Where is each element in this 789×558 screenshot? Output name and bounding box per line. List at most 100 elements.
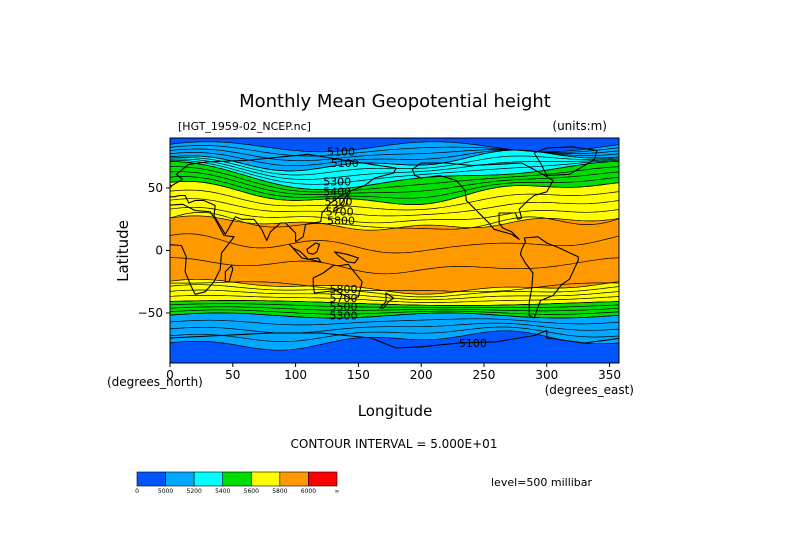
coastlines — [170, 146, 619, 363]
chart-title: Monthly Mean Geopotential height — [239, 91, 551, 112]
colorbar-label: 5200 — [187, 488, 202, 495]
contour-line — [170, 281, 619, 293]
contour-line — [170, 171, 619, 195]
y-tick-label: 0 — [155, 244, 163, 258]
contour-label: 5500 — [325, 196, 353, 209]
contour-line — [170, 212, 619, 230]
contour-line — [170, 330, 619, 351]
coastline-borneo — [306, 242, 321, 255]
contour-label: 5300 — [323, 176, 351, 189]
contour-line — [170, 181, 619, 205]
contour-label: 5400 — [323, 186, 351, 199]
contour-label: 5100 — [459, 337, 487, 350]
x-tick-label: 350 — [598, 368, 621, 382]
y-axis-label: Latitude — [114, 220, 132, 282]
contour-line — [170, 309, 619, 315]
contour-line — [170, 257, 619, 275]
contour-line — [170, 141, 619, 153]
coastline-eurasia — [170, 153, 397, 243]
y-tick-label: −50 — [138, 306, 163, 320]
contour-line — [170, 145, 619, 157]
coastline-madagascar — [224, 264, 234, 283]
contour-label: 5800 — [330, 283, 358, 296]
coastline-new-zealand — [379, 292, 395, 309]
coastline-greenland — [533, 146, 598, 177]
coastline-new-guinea — [333, 251, 359, 264]
colorbar-label: 5000 — [158, 488, 173, 495]
colorbar-swatch — [222, 471, 252, 487]
contour-label: 5100 — [327, 146, 355, 159]
x-tick-label: 300 — [535, 368, 558, 382]
band-north-5600 — [170, 181, 619, 231]
contour-line — [170, 295, 619, 303]
contour-line — [170, 326, 619, 342]
contour-interval-label: CONTOUR INTERVAL = 5.000E+01 — [291, 437, 498, 451]
contour-line — [170, 161, 619, 190]
contour-line — [170, 189, 619, 211]
band-north-low — [170, 138, 619, 152]
contour-line — [170, 166, 619, 193]
x-tick-label: 200 — [410, 368, 433, 382]
units-label: (units:m) — [552, 119, 607, 133]
colorbar-label: ∞ — [335, 488, 340, 495]
contour-line — [170, 158, 619, 180]
colorbar: 0 5000 5200 5400 5600 5800 6000 ∞ — [135, 471, 340, 495]
colorbar-label: 0 — [135, 488, 139, 495]
colorbar-label: 6000 — [301, 488, 316, 495]
contour-line — [170, 233, 619, 254]
coastline-uk — [170, 183, 172, 188]
colorbar-swatch — [250, 471, 281, 487]
colorbar-swatch — [279, 471, 309, 487]
band-south-5000 — [170, 313, 619, 351]
band-tropical-5800 — [170, 215, 619, 295]
contour-line — [170, 300, 619, 306]
x-tick-label: 0 — [166, 368, 174, 382]
colorbar-swatch — [193, 471, 224, 487]
y-tick-label: 50 — [148, 181, 163, 195]
x-unit-label: (degrees_east) — [545, 383, 634, 397]
contour-label: 5700 — [330, 292, 358, 305]
contour-line — [170, 284, 619, 298]
coastline-antarctica — [170, 329, 619, 363]
contour-line — [170, 176, 619, 199]
contour-line — [170, 149, 619, 167]
colorbar-swatch — [308, 471, 338, 487]
contour-line — [170, 198, 619, 217]
contour-label: 5700 — [326, 206, 354, 219]
contour-line — [170, 148, 619, 162]
x-axis-label: Longitude — [358, 402, 433, 420]
colorbar-label: 5600 — [244, 488, 259, 495]
contour-line — [170, 318, 619, 326]
band-north-5400 — [170, 161, 619, 205]
contour-label: 5100 — [331, 157, 359, 170]
contour-line — [170, 278, 619, 295]
file-label: [HGT_1959-02_NCEP.nc] — [178, 120, 311, 133]
contour-line — [170, 303, 619, 309]
plot-area: 5100510053005400550057005800580057005500… — [169, 137, 620, 364]
coastline-japan — [332, 193, 349, 213]
colorbar-label: 5800 — [272, 488, 287, 495]
level-label: level=500 millibar — [491, 476, 593, 489]
colorbar-label: 5400 — [215, 488, 230, 495]
coastline-north-america — [411, 162, 554, 240]
x-tick-label: 100 — [284, 368, 307, 382]
band-north-5200 — [170, 150, 619, 190]
coastline-south-america — [519, 236, 579, 319]
coastline-australia — [312, 263, 363, 300]
colorbar-swatch — [136, 471, 166, 487]
contour-line — [170, 206, 619, 224]
contour-label: 5500 — [330, 301, 358, 314]
x-tick-label: 50 — [225, 368, 240, 382]
y-unit-label: (degrees_north) — [107, 375, 203, 389]
contour-line — [170, 306, 619, 312]
coastline-indonesia — [288, 243, 322, 263]
x-tick-label: 150 — [347, 368, 370, 382]
contour-label: 5300 — [330, 309, 358, 322]
coastline-africa — [170, 203, 235, 295]
colorbar-swatch — [165, 471, 195, 487]
contour-line — [170, 159, 619, 185]
contour-line — [170, 322, 619, 334]
contour-line — [170, 149, 619, 172]
x-tick-label: 250 — [473, 368, 496, 382]
